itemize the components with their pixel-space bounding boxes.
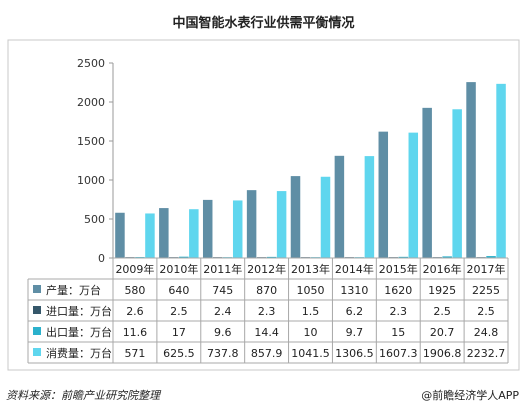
legend-swatch — [33, 285, 41, 293]
bar — [202, 199, 213, 258]
bar — [159, 208, 169, 258]
chart-title: 中国智能水表行业供需平衡情况 — [172, 16, 355, 31]
table-value: 1620 — [384, 284, 412, 297]
table-value: 571 — [124, 347, 145, 360]
source-note: 资料来源：前瞻产业研究院整理 — [6, 389, 160, 402]
bar — [246, 190, 257, 258]
table-value: 11.6 — [123, 326, 148, 339]
table-value: 1306.5 — [335, 347, 374, 360]
bars — [115, 82, 506, 259]
table-value: 2.4 — [214, 305, 232, 318]
table-value: 737.8 — [207, 347, 239, 360]
bar — [276, 191, 287, 258]
brand-credit: @前瞻经济学人APP — [421, 389, 519, 402]
bar — [486, 256, 496, 258]
y-axis: 0 500 1000 1500 2000 2500 — [77, 57, 114, 265]
table-value: 1050 — [297, 284, 325, 297]
table-value: 1041.5 — [291, 347, 330, 360]
table-value: 745 — [212, 284, 233, 297]
bar — [398, 256, 409, 258]
bar — [408, 132, 419, 258]
table-value: 24.8 — [474, 326, 499, 339]
plot-frame — [7, 39, 520, 371]
table-value: 2.6 — [126, 305, 144, 318]
table-value: 1.5 — [302, 305, 320, 318]
bar — [378, 131, 389, 258]
x-category-label: 2016年 — [423, 262, 462, 276]
bar — [232, 200, 243, 258]
table-value: 2.3 — [390, 305, 408, 318]
table-value: 2.5 — [433, 305, 451, 318]
x-category-label: 2009年 — [115, 262, 154, 276]
x-category-label: 2010年 — [159, 262, 198, 276]
x-category-label: 2015年 — [379, 262, 418, 276]
bar — [466, 82, 476, 258]
table-value: 625.5 — [163, 347, 195, 360]
table-value: 10 — [304, 326, 318, 339]
bar — [364, 156, 375, 258]
bar — [496, 83, 506, 259]
table-value: 1925 — [428, 284, 456, 297]
bar — [145, 213, 155, 258]
table-value: 870 — [256, 284, 277, 297]
y-tick-label: 0 — [98, 252, 105, 265]
legend-series-name: 产量：万台 — [46, 283, 101, 297]
legend-swatch — [33, 348, 41, 356]
table-value: 640 — [168, 284, 189, 297]
table-value: 2.5 — [170, 305, 188, 318]
table-value: 2255 — [472, 284, 500, 297]
table-value: 2232.7 — [467, 347, 506, 360]
table-value: 2.5 — [477, 305, 495, 318]
bar — [320, 176, 331, 258]
table-value: 14.4 — [254, 326, 279, 339]
table-value: 20.7 — [430, 326, 455, 339]
table-value: 9.7 — [346, 326, 364, 339]
x-category-label: 2012年 — [247, 262, 286, 276]
bar — [266, 256, 277, 258]
legend-series-name: 进口量：万台 — [46, 304, 112, 318]
bar — [452, 109, 462, 259]
table-value: 17 — [172, 326, 186, 339]
data-table: 2009年 2010年 2011年 2012年 2013年 2014年 2015年 2016年… — [27, 257, 509, 364]
legend-series-name: 消费量：万台 — [46, 346, 112, 360]
bar — [422, 107, 432, 258]
table-value: 580 — [124, 284, 145, 297]
table-value: 9.6 — [214, 326, 232, 339]
table-value: 6.2 — [346, 305, 364, 318]
x-category-label: 2013年 — [291, 262, 330, 276]
legend-swatch — [33, 306, 41, 314]
bar — [290, 176, 301, 258]
table-value: 1906.8 — [423, 347, 462, 360]
bar — [334, 155, 345, 258]
table-value: 1607.3 — [379, 347, 418, 360]
legend-swatch — [33, 327, 41, 335]
y-tick-label: 1000 — [77, 174, 105, 187]
y-tick-label: 500 — [84, 213, 105, 226]
x-category-label: 2011年 — [203, 262, 242, 276]
legend-series-name: 出口量：万台 — [46, 325, 112, 339]
table-value: 15 — [391, 326, 405, 339]
table-value: 857.9 — [251, 347, 283, 360]
table-value: 1310 — [340, 284, 368, 297]
bar — [189, 209, 199, 258]
y-tick-label: 2500 — [77, 57, 105, 70]
y-tick-label: 2000 — [77, 96, 105, 109]
bar — [442, 256, 452, 258]
bar — [179, 256, 189, 258]
y-tick-label: 1500 — [77, 135, 105, 148]
x-category-label: 2014年 — [335, 262, 374, 276]
x-category-label: 2017年 — [467, 262, 506, 276]
bar — [115, 212, 125, 258]
table-value: 2.3 — [258, 305, 276, 318]
